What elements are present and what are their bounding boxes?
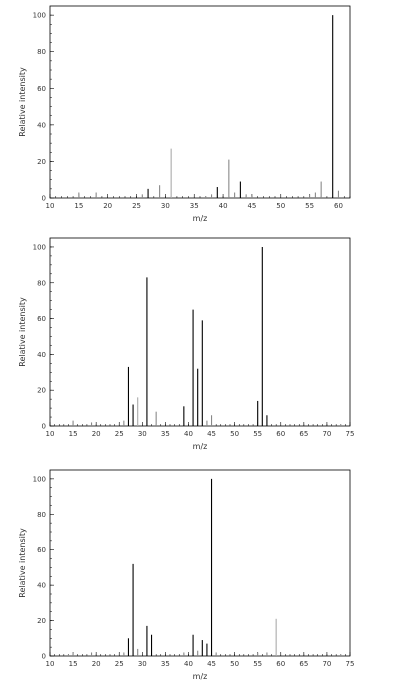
y-tick-label: 40 [37, 582, 46, 590]
y-tick-label: 60 [37, 546, 46, 554]
x-tick-label: 65 [299, 430, 308, 438]
y-tick-label: 100 [33, 475, 46, 483]
mass-spectrum-chart-3: 10 15 20 25 30 35 40 45 50 55 60 65 70 75 0 20 40 60 80 100… [18, 469, 355, 681]
y-axis-label: Relative intensity [18, 67, 27, 137]
x-tick-label: 25 [115, 430, 124, 438]
x-tick-label: 60 [276, 660, 285, 668]
x-tick-label: 35 [161, 660, 170, 668]
spectrum-panel-3: 10 15 20 25 30 35 40 45 50 55 60 65 70 75 0 20 40 60 80 100… [0, 464, 417, 700]
y-tick-label: 80 [37, 279, 46, 287]
x-tick-label: 10 [46, 430, 55, 438]
x-tick-label: 30 [138, 660, 147, 668]
spectrum-panel-1: 10 15 20 25 30 35 40 45 50 55 60 0 20 40 60 80 100 m/z Rel… [0, 0, 417, 232]
x-tick-label: 50 [230, 660, 239, 668]
x-tick-label: 40 [184, 430, 193, 438]
x-tick-label: 75 [346, 430, 355, 438]
y-tick-label: 20 [37, 387, 46, 395]
x-tick-label: 15 [69, 660, 78, 668]
x-tick-label: 10 [46, 660, 55, 668]
x-tick-label: 55 [305, 202, 314, 210]
y-tick-label: 40 [37, 121, 46, 129]
x-tick-label: 45 [207, 430, 216, 438]
spectrum-panel-2: 10 15 20 25 30 35 40 45 50 55 60 65 70 75 0 20 40 60 80 100… [0, 232, 417, 464]
x-axis-label: m/z [193, 214, 208, 223]
x-axis-label: m/z [193, 442, 208, 451]
y-tick-label: 100 [33, 12, 46, 20]
y-tick-label: 0 [42, 195, 46, 203]
x-tick-label: 70 [322, 660, 331, 668]
x-tick-label: 40 [184, 660, 193, 668]
y-tick-label: 40 [37, 351, 46, 359]
x-tick-label: 40 [219, 202, 228, 210]
x-tick-label: 50 [230, 430, 239, 438]
x-tick-label: 25 [132, 202, 141, 210]
x-tick-label: 50 [276, 202, 285, 210]
x-tick-label: 15 [74, 202, 83, 210]
plot-frame [49, 469, 351, 657]
x-tick-label: 35 [161, 430, 170, 438]
x-tick-label: 35 [190, 202, 199, 210]
y-tick-label: 0 [42, 423, 46, 431]
x-tick-label: 20 [103, 202, 112, 210]
y-tick-label: 80 [37, 48, 46, 56]
y-axis-label: Relative intensity [18, 528, 27, 598]
y-tick-label: 60 [37, 85, 46, 93]
y-tick-label: 20 [37, 617, 46, 625]
mass-spectrum-chart-2: 10 15 20 25 30 35 40 45 50 55 60 65 70 75 0 20 40 60 80 100… [18, 237, 355, 451]
x-tick-label: 60 [334, 202, 343, 210]
x-tick-label: 45 [207, 660, 216, 668]
plot-frame [49, 5, 351, 199]
y-tick-label: 0 [42, 653, 46, 661]
y-tick-label: 60 [37, 315, 46, 323]
x-tick-label: 45 [247, 202, 256, 210]
x-tick-label: 55 [253, 660, 262, 668]
x-tick-label: 10 [46, 202, 55, 210]
x-tick-label: 55 [253, 430, 262, 438]
y-tick-label: 20 [37, 158, 46, 166]
x-axis-label: m/z [193, 672, 208, 681]
x-tick-label: 25 [115, 660, 124, 668]
x-tick-label: 30 [161, 202, 170, 210]
y-tick-label: 80 [37, 511, 46, 519]
mass-spectrum-chart-1: 10 15 20 25 30 35 40 45 50 55 60 0 20 40 60 80 100 m/z Rel… [18, 5, 351, 223]
x-tick-label: 30 [138, 430, 147, 438]
x-tick-label: 20 [92, 660, 101, 668]
x-tick-label: 75 [346, 660, 355, 668]
y-axis-label: Relative intensity [18, 297, 27, 367]
x-tick-label: 65 [299, 660, 308, 668]
x-tick-label: 60 [276, 430, 285, 438]
y-tick-label: 100 [33, 243, 46, 251]
x-tick-label: 15 [69, 430, 78, 438]
x-tick-label: 70 [322, 430, 331, 438]
x-tick-label: 20 [92, 430, 101, 438]
plot-frame [49, 237, 351, 427]
